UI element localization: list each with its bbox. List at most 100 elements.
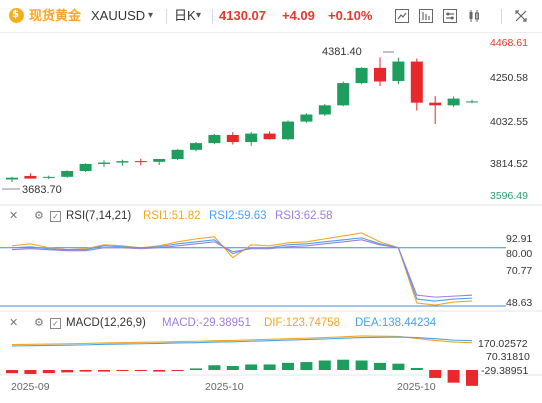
candle-body bbox=[116, 161, 129, 163]
candle-body bbox=[374, 67, 386, 82]
macd-bar bbox=[245, 364, 258, 370]
y-tick-label: 3814.52 bbox=[490, 158, 528, 170]
rsi2-value: RSI2:59.63 bbox=[209, 210, 267, 222]
dif-value: DIF:123.74758 bbox=[264, 317, 341, 329]
dif-line bbox=[11, 335, 473, 346]
candle-body bbox=[245, 133, 258, 143]
candle-body bbox=[61, 171, 74, 177]
macd-title: MACD(12,26,9) bbox=[66, 317, 146, 329]
rsi-y-tick: 70.77 bbox=[506, 265, 533, 277]
macd-checkbox-icon[interactable]: ✓ bbox=[50, 318, 61, 329]
macd-bar bbox=[410, 368, 423, 370]
price-change-pct: +0.10% bbox=[328, 8, 373, 23]
candle-body bbox=[263, 133, 276, 140]
candle-body bbox=[282, 121, 294, 140]
macd-bar bbox=[116, 370, 129, 371]
rsi-y-tick: 80.00 bbox=[506, 248, 533, 260]
y-tick-label: 3596.49 bbox=[490, 190, 528, 202]
price-change: +4.09 bbox=[282, 8, 315, 23]
candle-body bbox=[318, 105, 331, 115]
rsi-settings-icon[interactable]: ⚙ bbox=[34, 210, 44, 222]
candle-body bbox=[42, 176, 55, 178]
macd-bar bbox=[337, 359, 350, 370]
rsi3-value: RSI3:62.58 bbox=[275, 210, 333, 222]
last-price: 4130.07 bbox=[219, 8, 266, 23]
fullscreen-icon[interactable] bbox=[514, 9, 528, 23]
y-tick-label: 4032.55 bbox=[490, 116, 528, 128]
candle-type-icon[interactable] bbox=[467, 9, 481, 23]
symbol-code[interactable]: XAUUSD bbox=[91, 8, 146, 23]
compare-icon[interactable] bbox=[419, 9, 433, 23]
rsi-line-rsi3 bbox=[11, 239, 473, 298]
toolbar-divider bbox=[501, 9, 502, 24]
candle-body bbox=[466, 101, 478, 103]
macd-bar bbox=[355, 360, 368, 370]
candle-body bbox=[134, 161, 147, 163]
macd-bar bbox=[24, 370, 37, 374]
candle-body bbox=[410, 61, 423, 103]
macd-bar bbox=[208, 365, 221, 370]
gold-coin-icon: $ bbox=[9, 8, 24, 23]
indicator-icon[interactable] bbox=[443, 9, 457, 23]
candle-body bbox=[153, 159, 166, 162]
macd-bar bbox=[429, 370, 442, 378]
rsi-y-tick: 92.91 bbox=[506, 233, 533, 245]
candle-body bbox=[355, 67, 368, 84]
macd-bar bbox=[79, 370, 92, 372]
chart-toolbar: $ 现货黄金 XAUUSD ▾ 日K ▾ 4130.07 +4.09 +0.10… bbox=[0, 0, 542, 33]
toolbar-divider bbox=[166, 9, 167, 24]
candle-body bbox=[24, 175, 37, 179]
x-date-label: 2025-10 bbox=[397, 381, 436, 393]
macd-bar bbox=[318, 360, 331, 370]
rsi-checkbox-icon[interactable]: ✓ bbox=[50, 211, 61, 222]
rsi1-value: RSI1:51.82 bbox=[143, 210, 201, 222]
macd-value: MACD:-29.38951 bbox=[162, 317, 251, 329]
macd-bar bbox=[42, 370, 55, 374]
toolbar-divider bbox=[212, 9, 213, 24]
macd-bar bbox=[300, 362, 313, 370]
candle-body bbox=[79, 163, 92, 172]
x-date-label: 2025-10 bbox=[205, 381, 244, 393]
y-tick-label: 4250.58 bbox=[490, 72, 528, 84]
high-price-label: 4381.40 bbox=[322, 46, 362, 58]
candle-body bbox=[337, 83, 350, 106]
candle-body bbox=[226, 134, 239, 143]
macd-bar bbox=[98, 370, 110, 372]
price-chart[interactable] bbox=[0, 34, 542, 403]
candle-body bbox=[98, 162, 110, 164]
macd-bar bbox=[263, 364, 276, 370]
symbol-name[interactable]: 现货黄金 bbox=[29, 8, 82, 23]
period-dropdown-icon[interactable]: ▾ bbox=[196, 10, 202, 21]
macd-bar bbox=[374, 362, 386, 370]
candle-body bbox=[6, 177, 18, 180]
y-tick-label: 4468.61 bbox=[490, 37, 528, 49]
macd-bar bbox=[153, 370, 166, 372]
low-price-label: 3683.70 bbox=[22, 184, 62, 196]
rsi-title: RSI(7,14,21) bbox=[66, 210, 132, 222]
macd-y-tick: 70.31810 bbox=[486, 351, 530, 363]
dea-line bbox=[11, 336, 473, 347]
macd-bar bbox=[282, 362, 294, 370]
hide-rsi-icon[interactable]: ✕ bbox=[9, 210, 19, 222]
macd-bar bbox=[190, 368, 202, 370]
macd-y-tick: 170.02572 bbox=[478, 338, 528, 350]
candle-body bbox=[300, 114, 313, 122]
candle-body bbox=[190, 143, 202, 150]
dea-value: DEA:138.44234 bbox=[355, 317, 437, 329]
candle-body bbox=[429, 102, 442, 106]
macd-settings-icon[interactable]: ⚙ bbox=[34, 317, 44, 329]
symbol-dropdown-icon[interactable]: ▾ bbox=[148, 10, 154, 21]
candle-body bbox=[447, 98, 460, 106]
line-tool-icon[interactable] bbox=[395, 9, 409, 23]
x-date-label: 2025-09 bbox=[11, 381, 50, 393]
rsi-line-rsi1 bbox=[11, 232, 473, 306]
macd-bar bbox=[447, 370, 460, 383]
macd-y-tick: -29.38951 bbox=[481, 365, 529, 377]
candle-body bbox=[171, 149, 184, 160]
candle-body bbox=[392, 61, 405, 81]
macd-bar bbox=[134, 370, 147, 371]
hide-macd-icon[interactable]: ✕ bbox=[9, 317, 19, 329]
period-selector[interactable]: 日K bbox=[174, 8, 196, 23]
macd-bar bbox=[61, 370, 74, 373]
macd-bar bbox=[226, 366, 239, 370]
